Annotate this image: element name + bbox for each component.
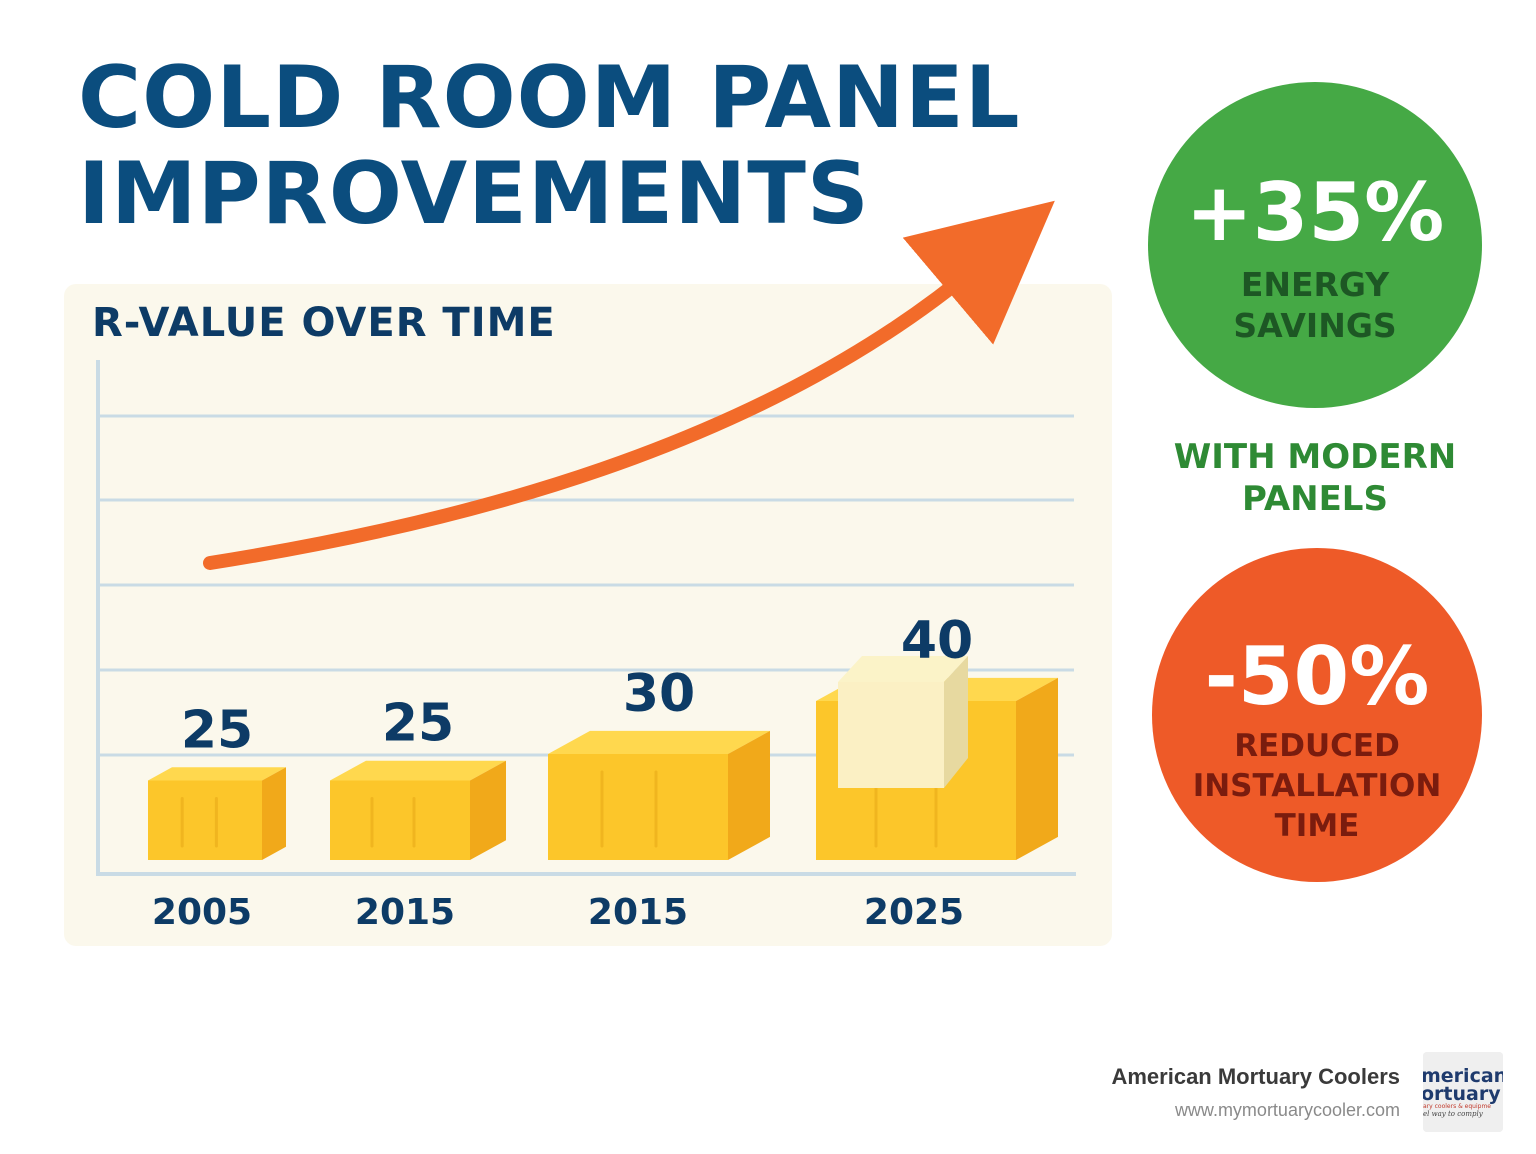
bar-value-label-2: 30 [623,664,695,724]
logo-line2: ortuary [1423,1083,1501,1105]
chart-labels: 25 2005 25 2015 30 2015 40 2025 [152,611,973,933]
trend-arrow [203,200,1055,570]
title-line-2: IMPROVEMENTS [78,144,870,244]
installation-line1: REDUCED [1234,728,1400,764]
bar-side-1 [470,760,506,860]
bar-0 [148,780,262,860]
bar-1 [330,780,470,860]
x-tick-label-1: 2015 [355,892,455,933]
logo-line1: merican [1423,1065,1503,1087]
bar-side-0 [262,767,286,860]
modern-panels-line1: WITH MODERN [1173,437,1457,477]
bar-top-1 [330,760,506,781]
modern-panels-line2: PANELS [1242,479,1388,519]
bar-value-label-3: 40 [901,611,973,671]
logo-line3: ary coolers & equipme [1423,1103,1491,1110]
foam-cube-side [944,656,968,788]
installation-line3: TIME [1274,808,1360,844]
x-tick-label-3: 2025 [864,892,964,933]
brand-url[interactable]: www.mymortuarycooler.com [1174,1100,1400,1120]
chart-bars [148,656,1058,860]
bar-top-0 [148,767,286,781]
energy-savings-line1: ENERGY [1240,265,1390,304]
installation-time-value: -50% [1204,630,1430,723]
company-logo: merican ortuary ary coolers & equipme el… [1423,1052,1503,1132]
bar-side-2 [728,730,770,860]
energy-savings-badge: +35% ENERGY SAVINGS [1148,82,1482,408]
brand-name: American Mortuary Coolers [1111,1064,1400,1089]
bar-top-2 [548,730,770,754]
installation-line2: INSTALLATION [1192,768,1442,804]
bar-value-label-0: 25 [181,700,253,760]
foam-cube-top [838,656,968,682]
bar-side-3 [1016,677,1058,860]
installation-time-badge: -50% REDUCED INSTALLATION TIME [1152,548,1482,882]
logo-line4: el way to comply [1423,1110,1484,1118]
modern-panels-note: WITH MODERN PANELS [1160,436,1470,520]
energy-savings-line2: SAVINGS [1233,306,1397,345]
page-title: COLD ROOM PANEL IMPROVEMENTS [78,50,1021,242]
x-tick-label-2: 2015 [588,892,688,933]
bar-value-label-1: 25 [382,694,454,754]
energy-savings-value: +35% [1185,166,1445,259]
bar-2 [548,754,728,860]
foam-cube-front [838,682,944,788]
chart-title: R-VALUE OVER TIME [92,300,556,346]
title-line-1: COLD ROOM PANEL [78,48,1021,148]
x-tick-label-0: 2005 [152,892,252,933]
